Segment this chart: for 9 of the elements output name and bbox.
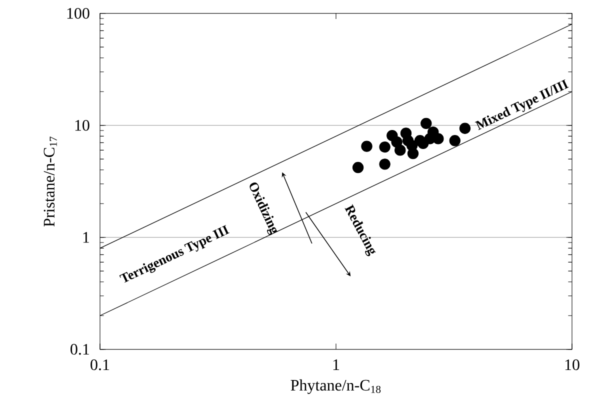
- x-axis-title: Phytane/n-C$_{18}$: [290, 379, 381, 394]
- x-tick-label: 10: [565, 359, 580, 370]
- y-tick-label: 10: [75, 120, 90, 131]
- y-axis-title: Pristane/n-C$_{17}$: [44, 136, 57, 227]
- y-tick-label: 1: [83, 232, 89, 243]
- x-tick-label: 1: [333, 359, 340, 370]
- y-tick-label: 100: [67, 8, 90, 19]
- x-tick-label: 0.1: [90, 359, 110, 370]
- y-tick-label: 0.1: [70, 344, 89, 355]
